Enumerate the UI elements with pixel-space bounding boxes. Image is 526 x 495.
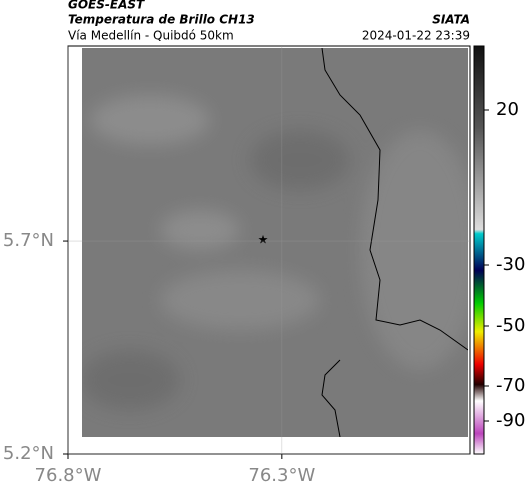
- source: SIATA: [432, 13, 470, 27]
- colorbar-label: -70: [496, 375, 525, 396]
- map-image: [82, 48, 468, 437]
- y-tick-label: 5.2°N: [3, 443, 54, 464]
- region: Vía Medellín - Quibdó 50km: [68, 29, 234, 43]
- colorbar-label: 20: [496, 99, 519, 120]
- title: GOES-EAST: [68, 0, 145, 12]
- x-tick-label: 76.8°W: [35, 465, 102, 486]
- colorbar-label: -90: [496, 410, 525, 431]
- colorbar-label: -50: [496, 315, 525, 336]
- subtitle: Temperatura de Brillo CH13: [68, 13, 255, 27]
- y-tick-label: 5.7°N: [3, 230, 54, 251]
- colorbar: [473, 45, 485, 455]
- datetime: 2024-01-22 23:39: [362, 29, 470, 43]
- colorbar-label: -30: [496, 254, 525, 275]
- x-tick-label: 76.3°W: [248, 465, 315, 486]
- site-marker: ★: [258, 233, 269, 247]
